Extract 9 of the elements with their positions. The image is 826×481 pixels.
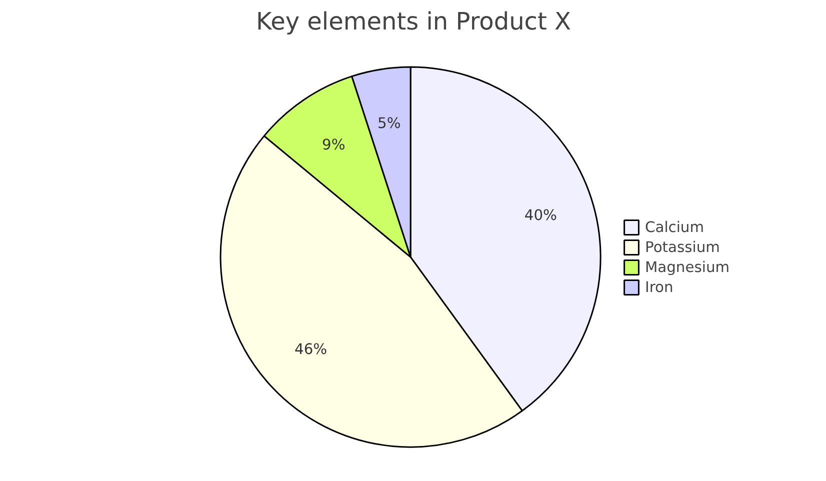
data-label: 9% <box>322 136 346 154</box>
data-label: 46% <box>294 341 328 358</box>
legend-label: Iron <box>645 278 674 296</box>
chart-title: Key elements in Product X <box>256 8 571 36</box>
legend-label: Calcium <box>645 218 704 236</box>
data-label: 5% <box>378 114 401 132</box>
legend-label: Magnesium <box>645 258 730 276</box>
legend-label: Potassium <box>645 238 720 256</box>
data-label: 40% <box>524 206 558 224</box>
